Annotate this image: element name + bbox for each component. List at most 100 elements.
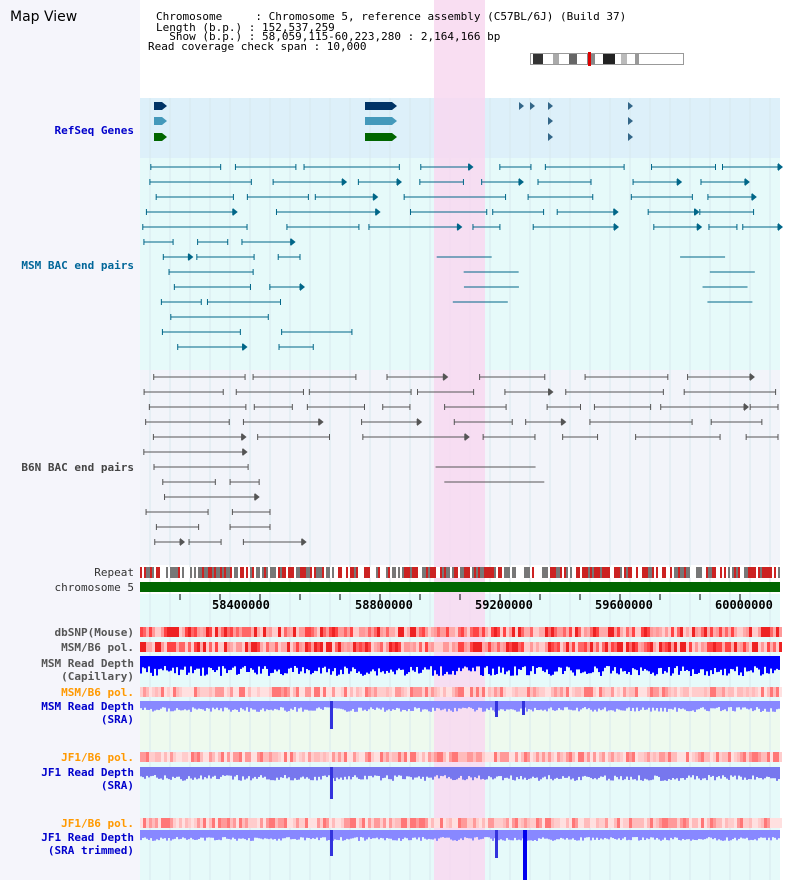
heat-cell (476, 627, 479, 637)
heat-cell (323, 752, 326, 762)
track-label-msm-depth-cap[interactable]: MSM Read Depth (41, 657, 134, 670)
repeat-element (486, 567, 488, 578)
heat-cell (428, 818, 431, 828)
depth-bar (506, 701, 508, 710)
heat-cell (773, 818, 776, 828)
depth-bar (208, 701, 210, 709)
heat-cell (173, 687, 176, 697)
track-label-msm-bac[interactable]: MSM BAC end pairs (21, 259, 134, 272)
repeat-element (222, 567, 224, 578)
depth-bar (646, 767, 648, 780)
heat-cell (353, 752, 356, 762)
depth-bar (394, 701, 396, 710)
heat-cell (167, 627, 170, 637)
track-label-repeat[interactable]: Repeat (94, 566, 134, 579)
track-label-dbsnp[interactable]: dbSNP(Mouse) (54, 626, 134, 639)
heat-cell (674, 752, 677, 762)
track-label-jf1-depth-sra[interactable]: JF1 Read Depth (41, 766, 134, 779)
depth-bar (150, 830, 152, 839)
chromosome-ideogram[interactable] (530, 52, 684, 66)
heat-cell (650, 818, 653, 828)
depth-bar (480, 701, 482, 708)
heat-cell (764, 687, 767, 697)
gene-arrow (628, 133, 633, 141)
heat-cell (476, 687, 479, 697)
depth-bar (522, 656, 524, 668)
repeat-element (670, 567, 672, 578)
heat-cell (404, 642, 407, 652)
heat-cell (527, 687, 530, 697)
depth-bar (220, 701, 222, 709)
depth-bar (308, 767, 310, 779)
heat-cell (644, 627, 647, 637)
track-label-jf1-pol-1[interactable]: JF1/B6 pol. (61, 751, 134, 764)
heat-cell (389, 687, 392, 697)
heat-cell (779, 818, 782, 828)
repeat-element (676, 567, 678, 578)
heat-cell (203, 818, 206, 828)
depth-bar (208, 830, 210, 838)
heat-cell (353, 642, 356, 652)
heat-cell (548, 687, 551, 697)
repeat-element (250, 567, 252, 578)
repeat-element (652, 567, 654, 578)
depth-bar (224, 767, 226, 776)
repeat-element (494, 567, 496, 578)
heat-cell (359, 627, 362, 637)
depth-bar (208, 767, 210, 776)
heat-cell (644, 818, 647, 828)
track-label-chromosome[interactable]: chromosome 5 (54, 581, 134, 594)
depth-bar (698, 767, 700, 779)
heat-cell (377, 627, 380, 637)
track-label-refseq[interactable]: RefSeq Genes (54, 124, 134, 137)
depth-bar (368, 830, 370, 838)
heat-cell (161, 687, 164, 697)
depth-bar (326, 701, 328, 708)
heat-cell (473, 642, 476, 652)
gene-feature (154, 102, 162, 110)
track-label-msm-pol-1[interactable]: MSM/B6 pol. (61, 641, 134, 654)
heat-cell (383, 627, 386, 637)
depth-bar (420, 767, 422, 779)
track-label-jf1-depth-trim[interactable]: JF1 Read Depth (41, 831, 134, 844)
repeat-element (144, 567, 146, 578)
heat-cell (524, 818, 527, 828)
heat-cell (458, 818, 461, 828)
track-label-msm-depth-sra[interactable]: MSM Read Depth (41, 700, 134, 713)
track-label-b6n-bac[interactable]: B6N BAC end pairs (21, 461, 134, 474)
depth-bar (566, 656, 568, 667)
depth-bar (578, 767, 580, 777)
depth-bar (302, 656, 304, 668)
track-label-jf1-pol-2[interactable]: JF1/B6 pol. (61, 817, 134, 830)
depth-bar (300, 656, 302, 672)
depth-bar (140, 656, 142, 674)
heat-cell (455, 642, 458, 652)
depth-bar (228, 656, 230, 671)
depth-bar (334, 656, 336, 669)
depth-bar (156, 830, 158, 840)
track-label-msm-pol-2[interactable]: MSM/B6 pol. (61, 686, 134, 699)
depth-bar (210, 656, 212, 669)
depth-bar (152, 701, 154, 712)
heat-cell (377, 687, 380, 697)
heat-cell (308, 627, 311, 637)
heat-cell (641, 752, 644, 762)
depth-bar (536, 656, 538, 668)
repeat-element (204, 567, 206, 578)
repeat-element (462, 567, 464, 578)
heat-cell (740, 642, 743, 652)
heat-cell (764, 627, 767, 637)
heat-cell (713, 818, 716, 828)
depth-bar (636, 830, 638, 838)
heat-cell (506, 627, 509, 637)
heat-cell (449, 642, 452, 652)
depth-bar (612, 701, 614, 711)
heat-cell (593, 642, 596, 652)
bac-arrow (373, 193, 379, 201)
depth-bar (618, 830, 620, 839)
heat-cell (551, 687, 554, 697)
heat-cell (248, 642, 251, 652)
heat-cell (548, 818, 551, 828)
heat-cell (389, 627, 392, 637)
